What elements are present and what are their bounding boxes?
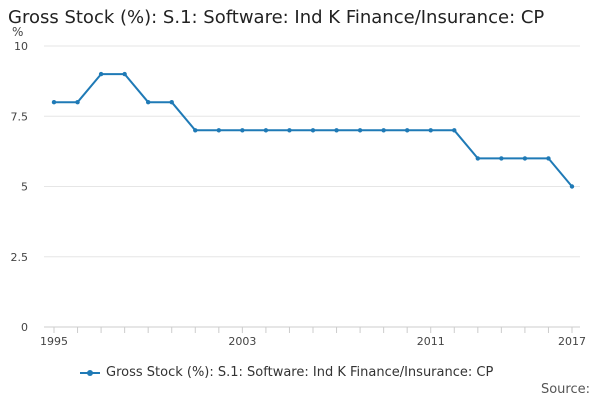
- source-label: Source:: [540, 382, 590, 397]
- data-point: [499, 156, 504, 161]
- data-point: [169, 100, 174, 105]
- x-axis: 1995 2003 2011 2017: [40, 326, 586, 348]
- data-point: [475, 156, 481, 161]
- data-point: [334, 128, 339, 133]
- x-tick-label: 2017: [558, 335, 586, 348]
- y-axis: 0 2.5 5 7.5 10%: [11, 25, 29, 334]
- data-point: [145, 100, 151, 105]
- y-tick-label: 2.5: [11, 251, 29, 264]
- y-tick-label: 5: [21, 181, 28, 194]
- data-point: [381, 128, 386, 133]
- data-point: [240, 128, 245, 133]
- x-tick-label: 2003: [228, 335, 256, 348]
- data-point: [98, 71, 104, 77]
- data-point: [263, 128, 269, 133]
- series-layer: [51, 71, 575, 189]
- data-point: [546, 156, 551, 161]
- y-tick-label: 10: [14, 40, 28, 53]
- y-axis-unit: %: [12, 25, 23, 39]
- data-point: [51, 100, 57, 105]
- data-point: [428, 128, 433, 133]
- y-tick-label: 0: [21, 321, 28, 334]
- data-point: [75, 100, 80, 105]
- data-point: [287, 128, 292, 133]
- data-point: [193, 128, 198, 133]
- data-point: [522, 156, 528, 161]
- data-point: [122, 71, 127, 77]
- chart-title: Gross Stock (%): S.1: Software: Ind K Fi…: [8, 7, 545, 28]
- x-tick-label: 1995: [40, 335, 68, 348]
- data-point: [310, 128, 316, 133]
- data-point: [569, 184, 575, 189]
- data-point: [216, 128, 222, 133]
- gridlines: [44, 45, 580, 258]
- data-point: [357, 128, 363, 133]
- legend-swatch: [80, 367, 100, 379]
- data-point: [452, 128, 457, 133]
- legend: Gross Stock (%): S.1: Software: Ind K Fi…: [80, 365, 493, 380]
- legend-label: Gross Stock (%): S.1: Software: Ind K Fi…: [106, 365, 494, 380]
- x-tick-label: 2011: [417, 335, 445, 348]
- data-point: [404, 128, 410, 133]
- y-tick-label: 7.5: [11, 110, 29, 123]
